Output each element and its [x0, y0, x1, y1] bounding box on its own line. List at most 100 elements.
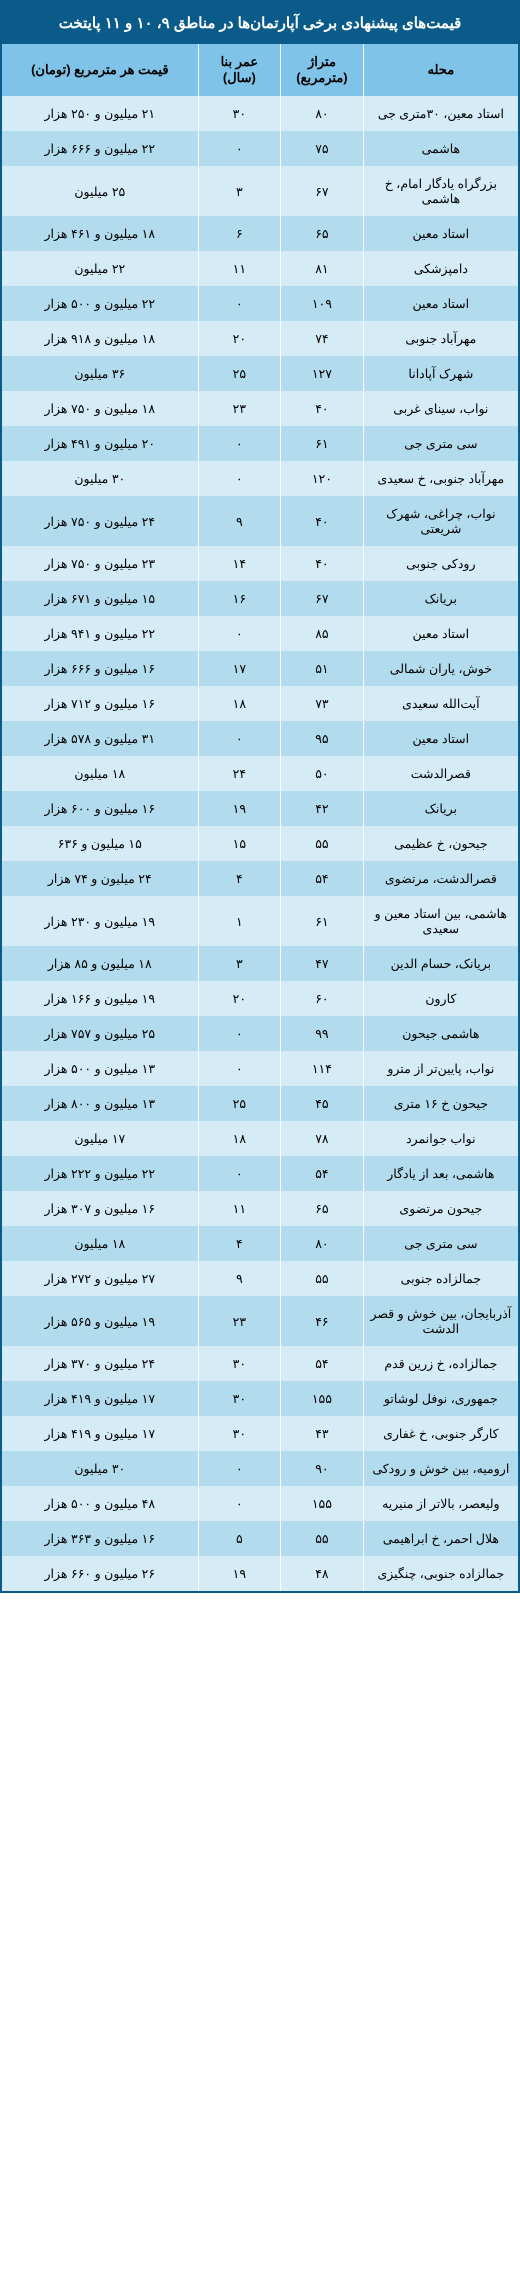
- table-row: هاشمی۷۵۰۲۲ میلیون و ۶۶۶ هزار: [2, 131, 518, 166]
- cell-age: ۰: [198, 1451, 281, 1486]
- price-table: محله متراژ (مترمربع) عمر بنا (سال) قیمت …: [2, 44, 518, 1591]
- cell-age: ۵: [198, 1521, 281, 1556]
- cell-neighborhood: کارون: [363, 981, 518, 1016]
- cell-neighborhood: شهرک آپادانا: [363, 356, 518, 391]
- cell-age: ۴: [198, 861, 281, 896]
- cell-neighborhood: نواب، پایین‌تر از مترو: [363, 1051, 518, 1086]
- cell-price: ۱۸ میلیون و ۷۵۰ هزار: [2, 391, 198, 426]
- cell-age: ۳۰: [198, 1346, 281, 1381]
- cell-neighborhood: بریانک: [363, 791, 518, 826]
- table-row: استاد معین۱۰۹۰۲۲ میلیون و ۵۰۰ هزار: [2, 286, 518, 321]
- cell-neighborhood: نواب جوانمرد: [363, 1121, 518, 1156]
- table-row: نواب جوانمرد۷۸۱۸۱۷ میلیون: [2, 1121, 518, 1156]
- cell-age: ۰: [198, 1486, 281, 1521]
- cell-area: ۵۱: [281, 651, 364, 686]
- cell-area: ۹۵: [281, 721, 364, 756]
- cell-age: ۰: [198, 1156, 281, 1191]
- cell-age: ۲۳: [198, 1296, 281, 1346]
- cell-area: ۶۱: [281, 896, 364, 946]
- cell-neighborhood: هاشمی: [363, 131, 518, 166]
- cell-area: ۱۱۴: [281, 1051, 364, 1086]
- cell-area: ۵۴: [281, 1346, 364, 1381]
- cell-area: ۷۳: [281, 686, 364, 721]
- cell-neighborhood: جیحون، خ عظیمی: [363, 826, 518, 861]
- cell-area: ۸۵: [281, 616, 364, 651]
- cell-price: ۲۰ میلیون و ۴۹۱ هزار: [2, 426, 198, 461]
- cell-age: ۲۰: [198, 321, 281, 356]
- table-row: استاد معین۹۵۰۳۱ میلیون و ۵۷۸ هزار: [2, 721, 518, 756]
- cell-area: ۶۱: [281, 426, 364, 461]
- cell-price: ۲۲ میلیون و ۲۲۲ هزار: [2, 1156, 198, 1191]
- cell-price: ۱۸ میلیون: [2, 756, 198, 791]
- cell-age: ۲۰: [198, 981, 281, 1016]
- col-header-area: متراژ (مترمربع): [281, 44, 364, 96]
- cell-price: ۱۸ میلیون و ۴۶۱ هزار: [2, 216, 198, 251]
- table-row: آذربایجان، بین خوش و قصر الدشت۴۶۲۳۱۹ میل…: [2, 1296, 518, 1346]
- cell-area: ۹۰: [281, 1451, 364, 1486]
- cell-price: ۱۳ میلیون و ۸۰۰ هزار: [2, 1086, 198, 1121]
- cell-area: ۸۰: [281, 96, 364, 131]
- cell-price: ۲۲ میلیون و ۶۶۶ هزار: [2, 131, 198, 166]
- cell-neighborhood: دامپزشکی: [363, 251, 518, 286]
- cell-price: ۲۴ میلیون و ۷۵۰ هزار: [2, 496, 198, 546]
- cell-price: ۱۶ میلیون و ۶۶۶ هزار: [2, 651, 198, 686]
- table-row: نواب، سینای غربی۴۰۲۳۱۸ میلیون و ۷۵۰ هزار: [2, 391, 518, 426]
- cell-neighborhood: استاد معین: [363, 721, 518, 756]
- cell-neighborhood: جیحون مرتضوی: [363, 1191, 518, 1226]
- cell-neighborhood: جیحون خ ۱۶ متری: [363, 1086, 518, 1121]
- cell-neighborhood: نواب، چراغی، شهرک شریعتی: [363, 496, 518, 546]
- cell-neighborhood: استاد معین: [363, 286, 518, 321]
- cell-age: ۳۰: [198, 1381, 281, 1416]
- cell-age: ۱۷: [198, 651, 281, 686]
- cell-age: ۱۱: [198, 251, 281, 286]
- cell-price: ۱۸ میلیون و ۹۱۸ هزار: [2, 321, 198, 356]
- table-row: استاد معین۸۵۰۲۲ میلیون و ۹۴۱ هزار: [2, 616, 518, 651]
- cell-age: ۰: [198, 461, 281, 496]
- cell-area: ۴۵: [281, 1086, 364, 1121]
- cell-neighborhood: سی متری جی: [363, 1226, 518, 1261]
- col-header-neighborhood: محله: [363, 44, 518, 96]
- cell-price: ۱۵ میلیون و ۶۷۱ هزار: [2, 581, 198, 616]
- cell-price: ۲۶ میلیون و ۶۶۰ هزار: [2, 1556, 198, 1591]
- cell-age: ۱۵: [198, 826, 281, 861]
- cell-area: ۵۵: [281, 1521, 364, 1556]
- col-header-price: قیمت هر مترمربع (تومان): [2, 44, 198, 96]
- cell-price: ۱۵ میلیون و ۶۳۶: [2, 826, 198, 861]
- cell-price: ۲۳ میلیون و ۷۵۰ هزار: [2, 546, 198, 581]
- cell-neighborhood: جمالزاده جنوبی: [363, 1261, 518, 1296]
- table-row: هاشمی جیحون۹۹۰۲۵ میلیون و ۷۵۷ هزار: [2, 1016, 518, 1051]
- cell-neighborhood: رودکی جنوبی: [363, 546, 518, 581]
- cell-neighborhood: خوش، یاران شمالی: [363, 651, 518, 686]
- cell-price: ۱۷ میلیون و ۴۱۹ هزار: [2, 1416, 198, 1451]
- cell-area: ۱۲۷: [281, 356, 364, 391]
- cell-age: ۱۸: [198, 1121, 281, 1156]
- cell-age: ۰: [198, 131, 281, 166]
- cell-price: ۱۹ میلیون و ۱۶۶ هزار: [2, 981, 198, 1016]
- cell-age: ۱۹: [198, 791, 281, 826]
- table-row: بریانک۶۷۱۶۱۵ میلیون و ۶۷۱ هزار: [2, 581, 518, 616]
- table-row: مهرآباد جنوبی، خ سعیدی۱۲۰۰۳۰ میلیون: [2, 461, 518, 496]
- cell-area: ۵۵: [281, 1261, 364, 1296]
- cell-area: ۴۲: [281, 791, 364, 826]
- table-body: استاد معین، ۳۰متری جی۸۰۳۰۲۱ میلیون و ۲۵۰…: [2, 96, 518, 1591]
- cell-age: ۳: [198, 946, 281, 981]
- table-row: آیت‌الله سعیدی۷۳۱۸۱۶ میلیون و ۷۱۲ هزار: [2, 686, 518, 721]
- cell-age: ۲۳: [198, 391, 281, 426]
- cell-price: ۱۹ میلیون و ۲۳۰ هزار: [2, 896, 198, 946]
- cell-price: ۳۰ میلیون: [2, 461, 198, 496]
- table-row: شهرک آپادانا۱۲۷۲۵۳۶ میلیون: [2, 356, 518, 391]
- cell-age: ۳۰: [198, 1416, 281, 1451]
- cell-area: ۴۶: [281, 1296, 364, 1346]
- apartment-price-table-container: قیمت‌های پیشنهادی برخی آپارتمان‌ها در من…: [0, 0, 520, 1593]
- cell-area: ۶۷: [281, 581, 364, 616]
- table-header: محله متراژ (مترمربع) عمر بنا (سال) قیمت …: [2, 44, 518, 96]
- cell-price: ۲۵ میلیون و ۷۵۷ هزار: [2, 1016, 198, 1051]
- cell-age: ۱: [198, 896, 281, 946]
- cell-area: ۵۴: [281, 861, 364, 896]
- cell-price: ۳۶ میلیون: [2, 356, 198, 391]
- table-row: ولیعصر، بالاتر از منیریه۱۵۵۰۴۸ میلیون و …: [2, 1486, 518, 1521]
- cell-age: ۰: [198, 1051, 281, 1086]
- cell-neighborhood: هاشمی، بین استاد معین و سعیدی: [363, 896, 518, 946]
- table-row: قصرالدشت۵۰۲۴۱۸ میلیون: [2, 756, 518, 791]
- cell-age: ۰: [198, 426, 281, 461]
